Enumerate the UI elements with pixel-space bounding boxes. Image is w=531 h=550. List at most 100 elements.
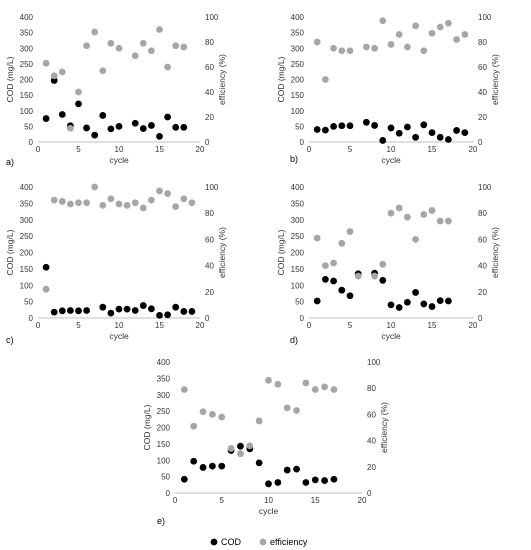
x-tick-label: 0 [307,145,312,154]
x-tick-label: 15 [428,321,437,330]
left-y-tick-label: 400 [20,183,34,192]
cod-point [75,100,82,108]
cod-point [131,307,139,314]
legend-efficiency-label: efficiency [270,537,308,547]
left-y-tick-label: 150 [20,265,34,274]
cod-point [218,462,226,470]
efficiency-point [99,201,107,209]
efficiency-point [330,259,337,267]
x-tick-label: 15 [155,321,164,330]
cod-point [379,137,387,144]
cod-point [330,122,337,130]
efficiency-point [420,47,428,55]
efficiency-point [148,47,155,55]
left-y-tick-label: 400 [157,358,171,367]
efficiency-point [42,59,50,67]
cod-point [387,301,395,309]
panel-label: c) [6,335,14,345]
cod-point [115,122,123,130]
left-y-tick-label: 100 [20,281,34,290]
right-y-tick-label: 60 [478,235,487,244]
cod-point [371,122,378,129]
cod-point [58,111,66,118]
efficiency-point [67,200,74,208]
right-y-tick-label: 100 [205,183,219,192]
panel-label: d) [290,335,298,345]
right-y-tick-label: 60 [367,410,376,419]
efficiency-point [75,88,82,96]
cod-point [91,131,99,139]
cod-point [180,308,188,315]
x-axis-title: cycle [381,155,401,165]
left-y-tick-label: 50 [161,473,170,482]
cod-point [75,307,82,315]
efficiency-point [246,442,254,450]
x-tick-label: 20 [196,145,205,154]
efficiency-point [274,380,282,388]
legend-cod-label: COD [221,537,242,547]
cod-point [428,303,436,310]
cod-point [321,477,328,484]
efficiency-point [107,195,115,203]
x-tick-label: 10 [387,321,396,330]
cod-point [404,123,411,131]
efficiency-point [387,209,395,217]
cod-point [148,122,155,129]
right-y-tick-label: 100 [478,13,492,22]
x-tick-label: 20 [196,321,205,330]
efficiency-point [91,28,99,36]
efficiency-point [50,72,58,80]
left-y-tick-label: 350 [157,374,171,383]
right-y-tick-label: 20 [205,288,214,297]
efficiency-point [283,404,291,412]
efficiency-point [346,47,354,55]
right-y-tick-label: 80 [478,209,487,218]
cod-point [387,124,395,132]
efficiency-point [293,407,300,414]
efficiency-point [461,31,469,38]
efficiency-point [139,204,147,212]
left-y-tick-label: 300 [291,44,305,53]
left-y-axis-title: COD (mg/L) [5,56,15,102]
right-y-tick-label: 40 [367,437,376,446]
right-y-axis-title: efficiency (%) [217,227,227,278]
x-tick-label: 20 [358,496,367,505]
efficiency-point [330,44,337,52]
right-y-tick-label: 0 [478,314,483,323]
left-y-tick-label: 0 [300,314,305,323]
efficiency-point [379,260,387,268]
left-y-axis-title: COD (mg/L) [5,229,15,275]
left-y-tick-label: 150 [157,440,171,449]
cod-point [148,305,155,313]
right-y-tick-label: 80 [478,38,487,47]
cod-point [363,118,370,126]
efficiency-point [115,44,123,52]
cod-point [42,263,50,271]
right-y-tick-label: 100 [205,13,219,22]
efficiency-point [83,42,90,50]
efficiency-point [395,204,403,212]
left-y-tick-label: 100 [157,456,171,465]
left-y-tick-label: 350 [291,199,305,208]
cod-point [180,123,188,131]
cod-point [346,292,354,300]
left-y-tick-label: 150 [20,91,34,100]
efficiency-point [313,234,321,242]
left-y-tick-label: 150 [291,91,305,100]
efficiency-point [322,262,329,269]
right-y-tick-label: 80 [205,38,214,47]
left-y-tick-label: 150 [291,265,305,274]
efficiency-point [42,285,50,293]
efficiency-point [99,67,107,75]
efficiency-point [445,217,452,225]
efficiency-point [302,379,310,387]
cod-point [453,127,460,134]
efficiency-point [58,68,66,76]
cod-point [199,464,207,471]
cod-point [436,133,444,141]
efficiency-point [123,201,131,209]
cod-point [436,297,444,305]
x-tick-label: 10 [387,145,396,154]
right-y-tick-label: 20 [478,113,487,122]
